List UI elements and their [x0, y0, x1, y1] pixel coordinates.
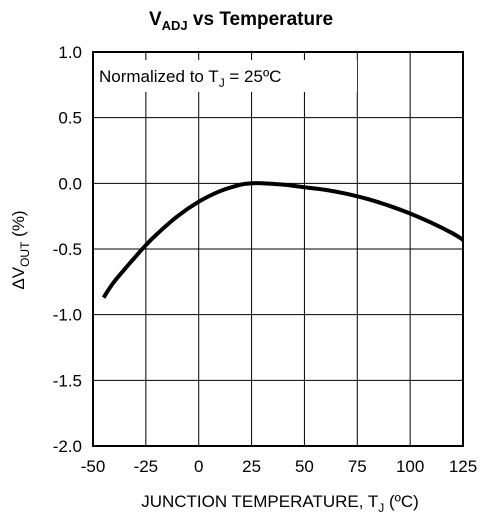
- y-tick-label: 0.5: [58, 109, 82, 128]
- y-axis-label-rest: (%): [9, 210, 28, 241]
- annotation-sub: J: [219, 76, 225, 90]
- x-tick-label: -25: [134, 457, 159, 476]
- y-axis-label-main: ΔV: [9, 266, 28, 289]
- x-tick-label: -50: [81, 457, 106, 476]
- chart-title-main: V: [149, 9, 162, 30]
- plot-frame: [92, 51, 464, 447]
- chart-title-sub: ADJ: [162, 18, 188, 33]
- y-tick-labels: 1.0 0.5 0.0 -0.5 -1.0 -1.5 -2.0: [53, 43, 82, 456]
- x-tick-label: 25: [242, 457, 261, 476]
- chart-title-rest: vs Temperature: [188, 9, 333, 30]
- y-tick-label: 0.0: [58, 174, 82, 193]
- y-tick-label: -1.5: [53, 371, 82, 390]
- annotation-box: Normalized to TJ = 25ºC: [95, 60, 357, 92]
- x-axis-label-main: JUNCTION TEMPERATURE, T: [141, 492, 378, 511]
- x-tick-label: 75: [348, 457, 367, 476]
- y-tick-label: 1.0: [58, 43, 82, 62]
- x-tick-label: 0: [194, 457, 203, 476]
- x-tick-label: 50: [295, 457, 314, 476]
- y-tick-label: -1.0: [53, 306, 82, 325]
- annotation-background: [95, 60, 357, 92]
- series-line: [101, 181, 465, 299]
- x-axis-label-sub: J: [378, 501, 384, 515]
- grid: [92, 51, 464, 447]
- annotation: Normalized to TJ = 25ºC: [99, 67, 281, 90]
- y-tick-label: -0.5: [53, 240, 82, 259]
- y-axis-label-sub: OUT: [18, 241, 32, 267]
- x-tick-label: 100: [396, 457, 424, 476]
- chart-title: VADJ vs Temperature: [149, 9, 333, 33]
- annotation-main: Normalized to T: [99, 67, 219, 86]
- x-tick-labels: -50 -25 0 25 50 75 100 125: [81, 457, 477, 476]
- y-axis-label: ΔVOUT (%): [9, 210, 32, 289]
- annotation-rest: = 25ºC: [225, 67, 282, 86]
- y-tick-label: -2.0: [53, 437, 82, 456]
- series: [101, 181, 465, 299]
- x-tick-label: 125: [449, 457, 477, 476]
- x-axis-label-rest: (ºC): [384, 492, 419, 511]
- x-axis-label: JUNCTION TEMPERATURE, TJ (ºC): [141, 492, 419, 515]
